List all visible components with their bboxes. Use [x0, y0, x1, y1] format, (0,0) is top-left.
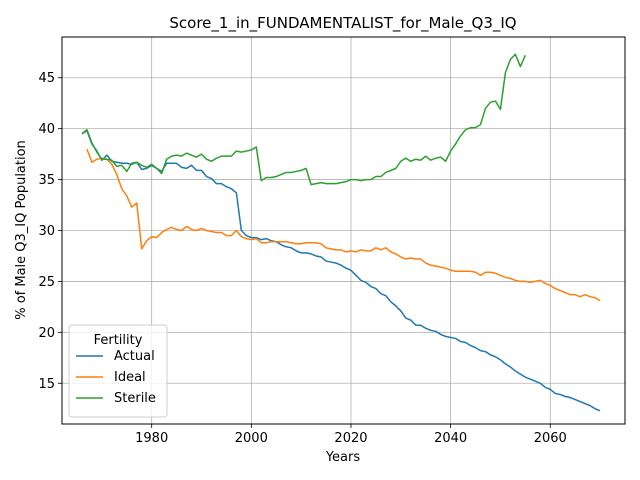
grid [62, 37, 625, 424]
y-tick-label: 35 [38, 173, 55, 188]
x-tick-label: 2020 [334, 431, 367, 446]
y-tick-label: 20 [38, 326, 55, 341]
legend-label-ideal: Ideal [114, 370, 146, 385]
axis-ticks: 1980 2000 2020 2040 2060 15 20 25 30 35 40 45 [38, 71, 566, 446]
x-axis-label: Years [325, 450, 361, 465]
legend-box [68, 324, 168, 418]
y-tick-label: 15 [38, 377, 55, 392]
legend: Fertility Actual Ideal Sterile [68, 324, 168, 418]
y-tick-label: 40 [38, 122, 55, 137]
series-line-actual [81, 129, 601, 412]
legend-label-sterile: Sterile [114, 391, 156, 406]
x-tick-label: 1980 [135, 431, 168, 446]
x-tick-label: 2040 [434, 431, 467, 446]
series-line-sterile [81, 53, 527, 186]
y-tick-label: 30 [38, 224, 55, 239]
x-tick-label: 2000 [235, 431, 268, 446]
y-tick-label: 45 [38, 71, 55, 86]
x-tick-label: 2060 [534, 431, 567, 446]
legend-label-actual: Actual [114, 349, 155, 364]
legend-title: Fertility [94, 333, 143, 348]
y-tick-label: 25 [38, 275, 55, 290]
y-axis-label: % of Male Q3_IQ Population [14, 140, 29, 320]
series-line-ideal [86, 148, 601, 302]
series-layer [81, 53, 601, 412]
chart-title: Score_1_in_FUNDAMENTALIST_for_Male_Q3_IQ [169, 14, 516, 33]
